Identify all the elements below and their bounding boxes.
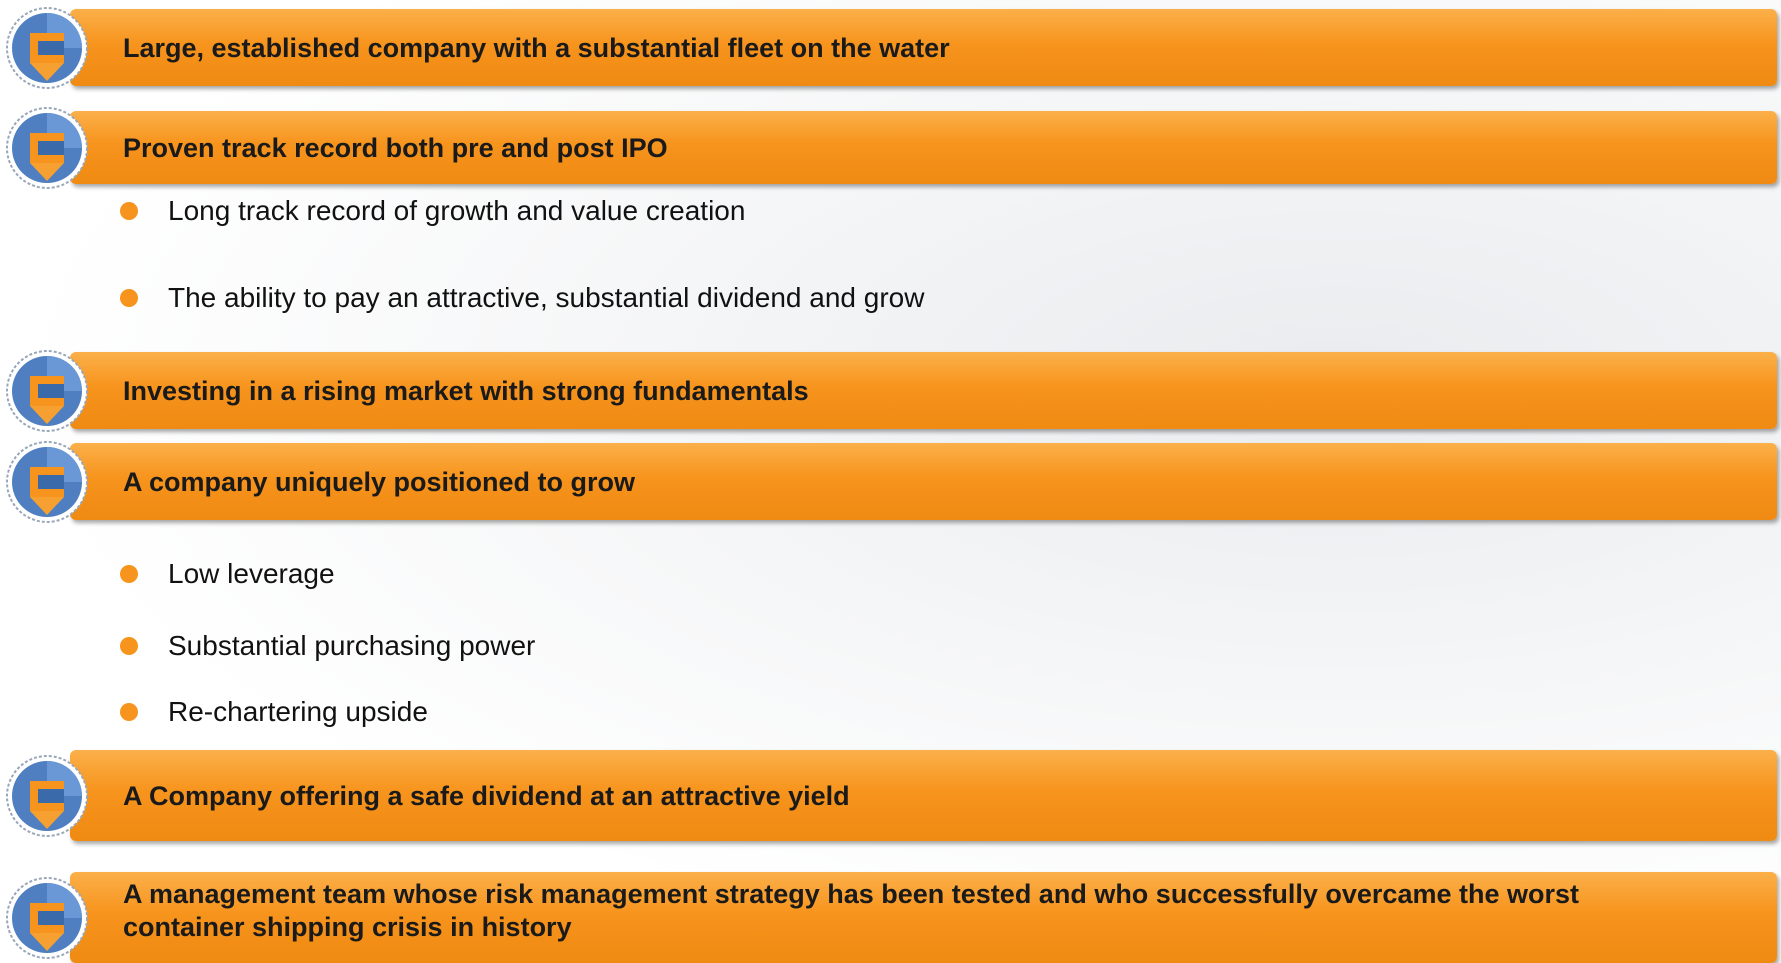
logo-icon [4,5,90,91]
heading: A Company offering a safe dividend at an… [123,780,1701,813]
logo-icon [4,348,90,434]
heading: Investing in a rising market with strong… [123,375,1701,408]
heading: Proven track record both pre and post IP… [123,132,1701,165]
logo-icon [4,439,90,525]
bullet-text: The ability to pay an attractive, substa… [168,282,924,314]
heading: A management team whose risk management … [123,878,1701,944]
heading: A company uniquely positioned to grow [123,466,1701,499]
bullet-text: Re-chartering upside [168,696,428,728]
bullet-dot [120,565,138,583]
slide: Large, established company with a substa… [0,0,1781,963]
bullet-text: Long track record of growth and value cr… [168,195,745,227]
bullet-dot [120,703,138,721]
bullet-text: Substantial purchasing power [168,630,535,662]
logo-icon [4,753,90,839]
logo-icon [4,105,90,191]
bullet-dot [120,637,138,655]
bullet-text: Low leverage [168,558,335,590]
bullet-dot [120,289,138,307]
bullet-dot [120,202,138,220]
logo-icon [4,875,90,961]
heading: Large, established company with a substa… [123,32,1701,65]
